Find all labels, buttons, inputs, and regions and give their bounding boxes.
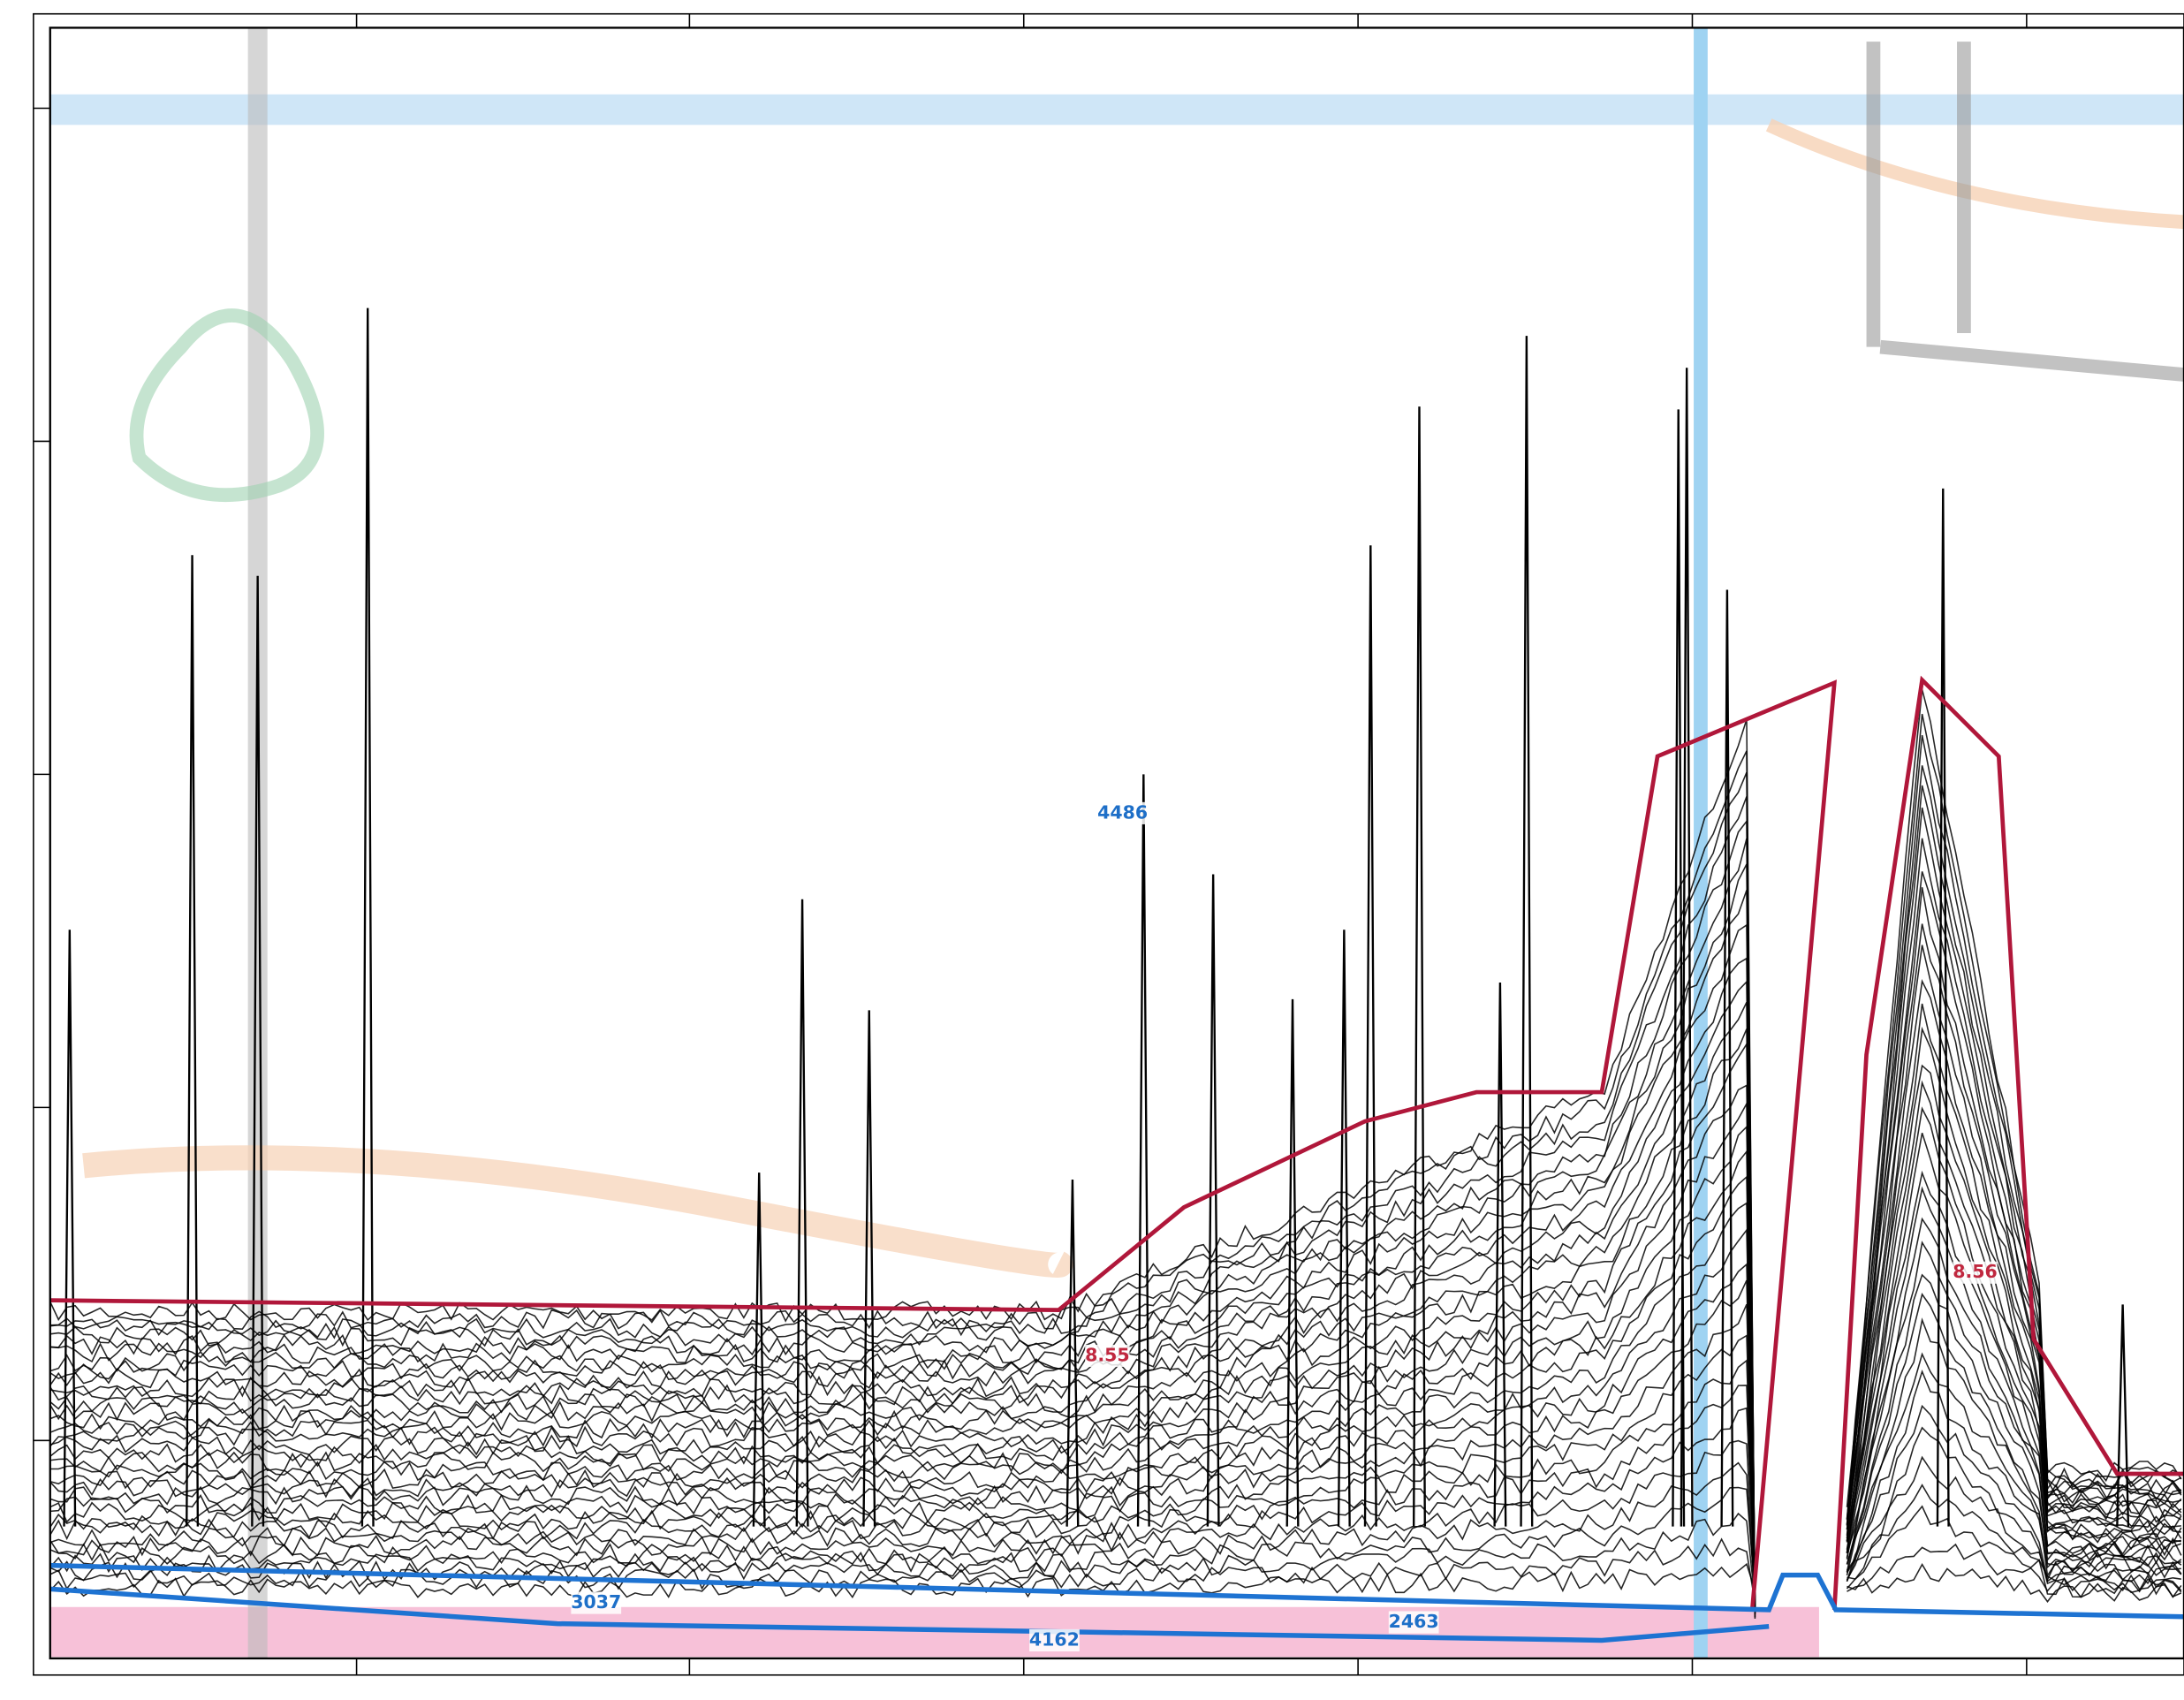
spike — [360, 307, 375, 1527]
spike — [63, 930, 77, 1527]
spike — [186, 555, 200, 1527]
depth-label: 2463 — [1389, 1611, 1439, 1632]
spike — [1493, 982, 1507, 1527]
spike — [1285, 998, 1300, 1527]
contour-line — [49, 1170, 2182, 1602]
contour-line — [49, 1562, 2182, 1603]
blue-line — [49, 1586, 1770, 1643]
contour-line — [49, 1186, 2181, 1609]
spike — [1337, 930, 1351, 1527]
contour-line — [49, 1080, 2181, 1613]
contour-line — [49, 945, 2182, 1606]
red-boundary — [1831, 675, 2184, 1611]
label-halo — [1388, 1611, 1439, 1634]
frame — [49, 27, 2184, 1660]
contour-line — [49, 1505, 2182, 1603]
depth-label: 4486 — [1097, 801, 1148, 823]
blue-band — [49, 94, 2184, 125]
contour-line — [49, 765, 2182, 1618]
spikes — [63, 307, 2130, 1527]
spike — [862, 1010, 876, 1527]
contour-line — [49, 1217, 2182, 1606]
spike — [1065, 1180, 1080, 1527]
spike — [795, 899, 809, 1527]
depth-label: 3037 — [571, 1591, 621, 1613]
label-halo — [1097, 801, 1149, 824]
contour-line — [49, 807, 2182, 1605]
red-boundary — [49, 679, 1837, 1611]
faded-building — [1866, 42, 2184, 382]
contour-line — [49, 785, 2182, 1612]
faded-road — [82, 1145, 1073, 1278]
contour-line — [49, 1003, 2182, 1614]
blue-line — [49, 1562, 2184, 1620]
contour-line — [49, 1537, 2182, 1604]
label-halo — [1029, 1628, 1080, 1652]
blue-vertical — [1694, 27, 1708, 1658]
spike — [752, 1173, 766, 1527]
contour-line — [49, 1369, 2181, 1594]
labels: 4486 3037 4162 2463 8.55 8.56 — [571, 801, 1998, 1652]
label-halo — [1953, 1261, 1998, 1284]
contour-line — [49, 1317, 2182, 1605]
faded-shape — [129, 308, 324, 502]
contour-line — [49, 1404, 2182, 1596]
outer-frame — [33, 12, 2184, 1676]
spike — [1206, 874, 1220, 1527]
contour-line — [49, 887, 2182, 1602]
spike — [1520, 336, 1534, 1527]
spike — [1936, 488, 1950, 1527]
spike — [1136, 774, 1150, 1527]
spike — [1720, 589, 1734, 1527]
contour-line — [49, 1133, 2182, 1605]
gray-road — [247, 27, 268, 1658]
spike — [1412, 406, 1426, 1527]
label-halo — [1085, 1344, 1130, 1368]
label-halo — [571, 1591, 622, 1614]
contour-line — [49, 978, 2182, 1607]
value-label: 8.56 — [1953, 1261, 1998, 1282]
contour-line — [49, 1106, 2181, 1597]
spike — [2116, 1304, 2130, 1527]
contour-line — [49, 871, 2182, 1598]
depth-label: 4162 — [1029, 1628, 1080, 1650]
ticks — [33, 13, 2028, 1675]
spike — [1680, 368, 1694, 1527]
spike — [1363, 545, 1377, 1527]
contour-line — [49, 1352, 2181, 1593]
spike — [251, 575, 265, 1527]
value-label: 8.55 — [1085, 1345, 1130, 1366]
